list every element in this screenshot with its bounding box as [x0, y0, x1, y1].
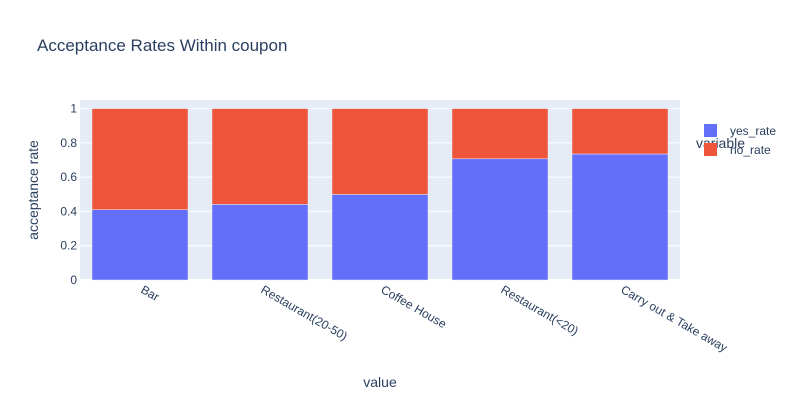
- legend-swatch-yes_rate: [704, 124, 717, 137]
- y-tick-label: 0.8: [60, 136, 77, 150]
- legend-label-no_rate: no_rate: [730, 143, 771, 157]
- x-axis-title: value: [363, 374, 397, 390]
- bar-no_rate-1: [211, 108, 309, 205]
- y-tick-label: 0.2: [60, 239, 77, 253]
- y-tick-label: 1: [70, 102, 77, 116]
- bar-yes_rate-1: [211, 204, 309, 281]
- bar-no_rate-0: [91, 108, 189, 210]
- bar-yes_rate-2: [331, 194, 429, 281]
- bar-no_rate-3: [451, 108, 549, 160]
- bars: [91, 108, 669, 281]
- bar-yes_rate-0: [91, 209, 189, 281]
- bar-yes_rate-3: [451, 158, 549, 281]
- bar-yes_rate-4: [571, 153, 669, 281]
- y-axis-ticks: 0 0.2 0.4 0.6 0.8 1: [60, 102, 77, 287]
- legend-label-yes_rate: yes_rate: [730, 124, 776, 138]
- y-tick-label: 0.4: [60, 204, 77, 218]
- chart-title: Acceptance Rates Within coupon: [37, 36, 287, 55]
- bar-no_rate-2: [331, 108, 429, 195]
- legend-swatch-no_rate: [704, 143, 717, 156]
- y-axis-title: acceptance rate: [25, 140, 41, 240]
- y-tick-label: 0: [70, 273, 77, 287]
- y-tick-label: 0.6: [60, 170, 77, 184]
- bar-no_rate-4: [571, 108, 669, 155]
